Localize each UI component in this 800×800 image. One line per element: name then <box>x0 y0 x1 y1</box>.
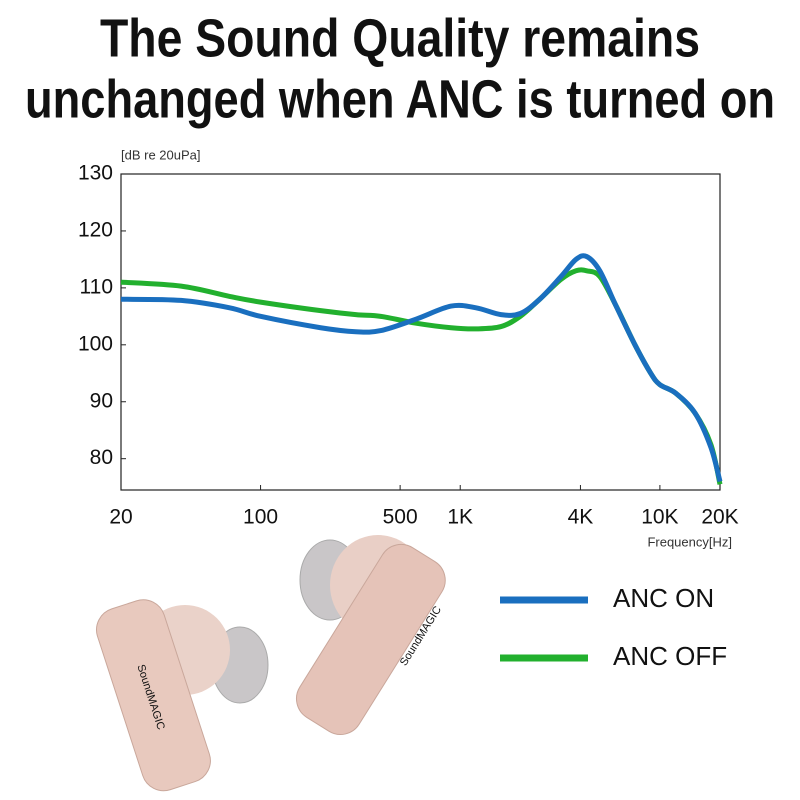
title-line: unchanged when ANC is turned on <box>25 69 775 129</box>
x-tick-label: 100 <box>243 506 278 529</box>
y-tick-label: 120 <box>78 218 113 241</box>
y-tick-label: 90 <box>90 389 113 412</box>
x-tick-label: 20K <box>701 506 738 529</box>
x-tick-label: 20 <box>109 506 132 529</box>
y-tick-label: 130 <box>78 162 113 185</box>
legend-label: ANC ON <box>613 583 714 613</box>
plot-frame <box>120 173 721 491</box>
x-tick-label: 10K <box>641 506 678 529</box>
y-tick-label: 110 <box>80 275 113 298</box>
x-tick-label: 4K <box>568 506 594 529</box>
legend-label: ANC OFF <box>613 641 727 671</box>
y-tick-label: 80 <box>90 446 113 469</box>
series-line <box>120 253 723 483</box>
title-line: The Sound Quality remains <box>100 8 700 68</box>
earbuds: SoundMAGIC SoundMAGIC <box>96 535 446 792</box>
x-tick-label: 500 <box>383 506 418 529</box>
x-axis-label: Frequency[Hz] <box>647 534 732 549</box>
y-tick-label: 100 <box>78 332 113 355</box>
x-tick-label: 1K <box>447 506 473 529</box>
y-axis-label: [dB re 20uPa] <box>121 147 201 162</box>
